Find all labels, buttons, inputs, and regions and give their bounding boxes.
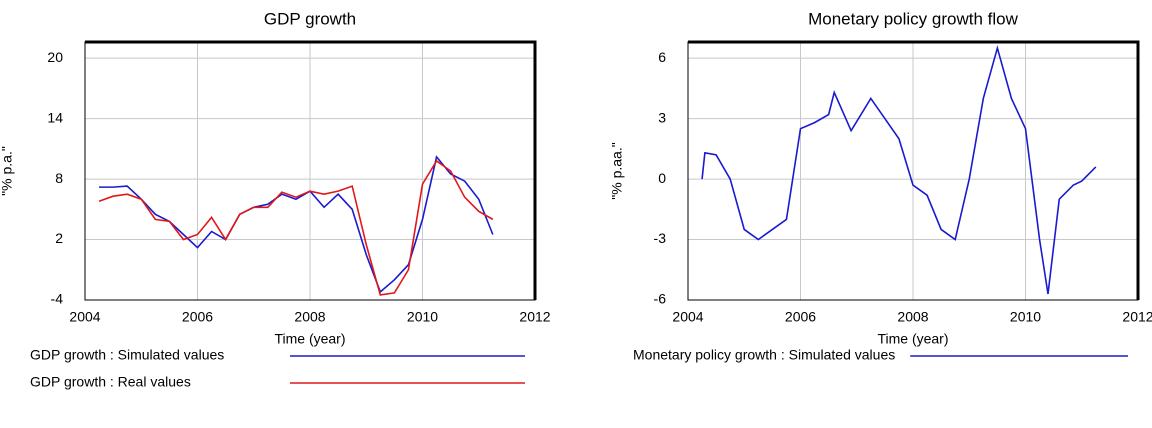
y-tick-label: 3 (658, 109, 666, 125)
y-tick-label: 2 (55, 230, 63, 246)
y-tick-label: 6 (658, 49, 666, 65)
x-tick-label: 2008 (294, 309, 325, 325)
data-line (98, 159, 494, 296)
x-axis-label: Time (year) (877, 331, 948, 347)
y-tick-label: 14 (47, 109, 63, 125)
y-tick-label: -3 (654, 230, 667, 246)
x-tick-label: 2010 (1010, 309, 1041, 325)
chart-title: GDP growth (264, 9, 356, 28)
plot-frame-edge (85, 40, 537, 300)
x-tick-label: 2006 (785, 309, 816, 325)
x-tick-label: 2004 (672, 309, 703, 325)
legend-label: Monetary policy growth : Simulated value… (633, 347, 895, 363)
x-tick-label: 2006 (182, 309, 213, 325)
y-tick-label: 20 (47, 49, 63, 65)
data-line (701, 45, 1097, 295)
x-tick-label: 2004 (69, 309, 100, 325)
y-tick-label: -6 (654, 291, 667, 307)
y-axis-label: "% p.aa." (609, 142, 625, 199)
y-tick-label: -4 (51, 291, 64, 307)
chart-title: Monetary policy growth flow (808, 9, 1018, 28)
x-tick-label: 2012 (519, 309, 550, 325)
x-axis-label: Time (year) (274, 331, 345, 347)
data-line (99, 155, 494, 294)
x-tick-label: 2010 (407, 309, 438, 325)
y-tick-label: 0 (658, 170, 666, 186)
y-axis-label: "% p.a." (0, 146, 15, 196)
plot-frame-edge (688, 40, 1140, 300)
legend-label: GDP growth : Simulated values (30, 347, 224, 363)
x-tick-label: 2008 (897, 309, 928, 325)
y-tick-label: 8 (55, 170, 63, 186)
legend-label: GDP growth : Real values (30, 374, 191, 390)
x-tick-label: 2012 (1122, 309, 1152, 325)
